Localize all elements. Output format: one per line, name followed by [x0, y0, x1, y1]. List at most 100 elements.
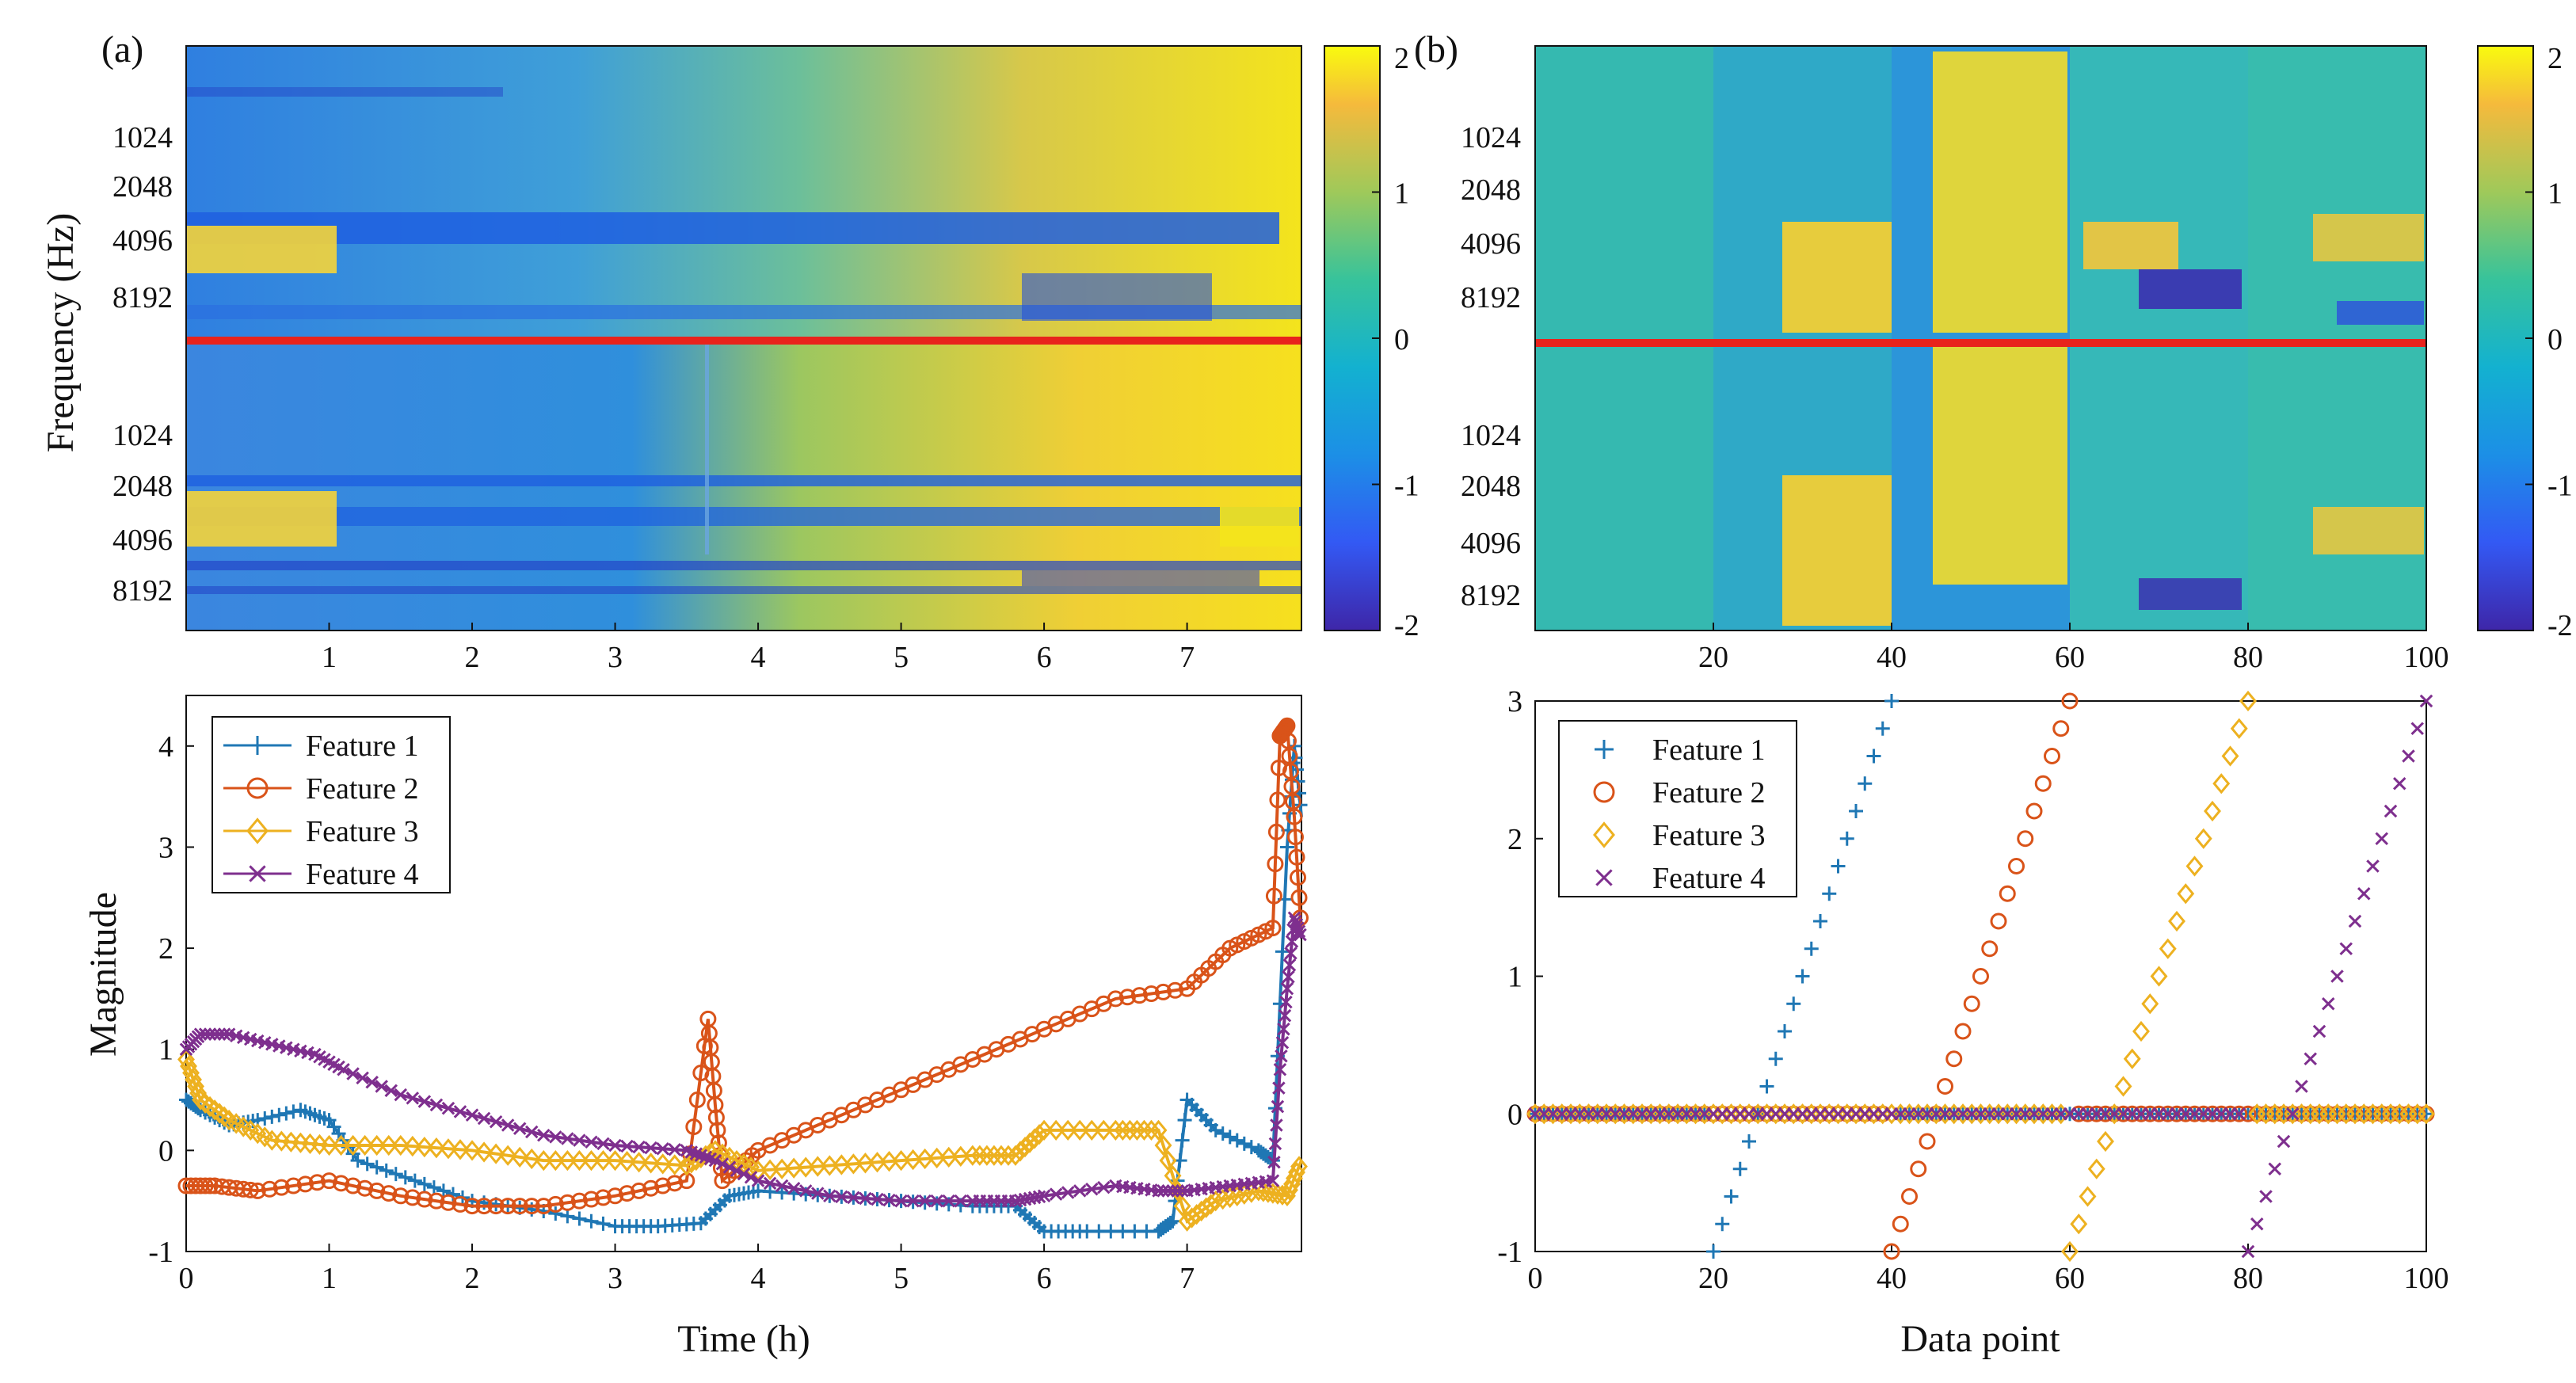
feature-a-point-1	[1139, 1224, 1154, 1239]
colorbar-tick-label: -1	[1394, 470, 1419, 503]
spectrogram-b-hot	[1782, 222, 1892, 333]
feature-a-point-4	[1284, 947, 1298, 960]
feature-a-point-2	[692, 1065, 710, 1082]
feature-a-point-2	[547, 1195, 564, 1213]
feature-b-point-2	[2079, 1105, 2096, 1122]
feature-a-point-4	[465, 1108, 479, 1122]
feature-a-point-1	[350, 1153, 365, 1168]
feature-a-point-2	[1290, 889, 1308, 906]
feature-a-point-3	[594, 1149, 612, 1172]
feature-a-point-1	[1103, 1224, 1118, 1239]
spectrogram-a-band	[186, 226, 337, 273]
feature-a-point-4	[384, 1084, 398, 1098]
spectrogram-b-cold	[2139, 269, 2242, 309]
feature-a-point-4	[1268, 1137, 1282, 1151]
spectrogram-a-band	[186, 212, 1279, 244]
feature-a-point-4	[198, 1027, 212, 1041]
legend-entry: Feature 3	[1652, 819, 1765, 852]
feature-a-point-4	[1282, 970, 1295, 984]
feature-b-point-4	[2241, 1244, 2255, 1259]
feature-a-point-3	[332, 1134, 350, 1156]
feature-b-point-3	[2230, 718, 2248, 739]
feature-b-point-1	[1831, 859, 1846, 874]
feature-a-point-3	[928, 1147, 946, 1169]
feature-a-point-4	[453, 1105, 467, 1118]
panel-a-label: (a)	[101, 29, 143, 70]
feature-a-point-3	[868, 1152, 886, 1173]
feature-a-point-1	[1175, 1133, 1190, 1148]
feature-a-point-3	[606, 1149, 624, 1172]
feature-a-point-4	[620, 1139, 634, 1153]
feature-a-point-4	[715, 1157, 730, 1171]
feature-a-point-4	[942, 1194, 956, 1208]
feature-a-point-3	[463, 1140, 481, 1161]
spectrogram-a-ylabel: Frequency (Hz)	[40, 213, 82, 453]
feature-a-point-2	[201, 1177, 219, 1194]
feature-a-point-4	[356, 1071, 369, 1085]
spectrogram-b-ytick-top: 1024	[1461, 121, 1521, 154]
feature-plot-a-xtick-label: 7	[1179, 1262, 1195, 1295]
feature-a-point-3	[809, 1156, 827, 1177]
feature-a-point-2	[428, 1192, 445, 1210]
spectrogram-b-ticks: 20 40 60 80 100 1024 2048 4096 8192 1024 2048 4096 8…	[1461, 121, 2449, 674]
feature-a-point-2	[1167, 981, 1184, 999]
feature-a-point-1	[1222, 1130, 1237, 1145]
legend-marker	[246, 777, 269, 799]
feature-a-point-3	[1047, 1119, 1065, 1141]
feature-a-point-3	[785, 1157, 803, 1179]
feature-a-point-3	[1206, 1191, 1225, 1212]
feature-a-point-2	[1264, 920, 1282, 937]
feature-b-point-3	[2194, 828, 2212, 849]
spectrogram-b	[1534, 45, 2427, 631]
feature-a-point-2	[607, 1187, 624, 1205]
feature-a-point-4	[882, 1193, 896, 1207]
feature-a-point-4	[744, 1171, 758, 1184]
feature-b-point-2	[2168, 1105, 2185, 1122]
feature-b-point-1	[1875, 721, 1890, 736]
feature-a-point-4	[835, 1190, 848, 1204]
feature-a-point-4	[561, 1132, 574, 1145]
feature-a-point-3	[1107, 1119, 1125, 1141]
feature-a-point-4	[441, 1101, 455, 1115]
feature-a-point-1	[369, 1160, 384, 1175]
feature-b-point-2	[2212, 1105, 2230, 1122]
feature-a-point-2	[654, 1177, 672, 1194]
feature-b-point-1	[1858, 776, 1873, 791]
feature-b-point-3	[2185, 855, 2204, 877]
feature-b-point-4	[2277, 1134, 2291, 1149]
feature-a-point-3	[475, 1141, 493, 1163]
feature-b-point-2	[2124, 1105, 2141, 1122]
legend-marker	[1595, 869, 1613, 886]
feature-a-point-3	[196, 1092, 215, 1114]
feature-a-point-3	[201, 1095, 219, 1118]
feature-b-point-2	[1990, 912, 2007, 930]
spectrogram-b-cold	[2337, 301, 2424, 325]
feature-a-point-3	[427, 1137, 445, 1159]
legend-entry: Feature 4	[1652, 862, 1765, 895]
feature-a-point-3	[1168, 1180, 1187, 1202]
feature-a-point-3	[1135, 1119, 1153, 1141]
feature-a-point-4	[708, 1153, 722, 1168]
feature-b-point-4	[2384, 804, 2398, 818]
spectrogram-a-ytick-bottom: 2048	[112, 470, 173, 503]
spectrogram-a-ticks: 1 2 3 4 5 6 7 1024 2048 4096 8192 1024 2048 4096 8192	[112, 121, 1195, 674]
feature-a-point-2	[284, 1177, 302, 1194]
feature-a-point-4	[477, 1111, 491, 1126]
feature-plot-a-ytick-label: 0	[158, 1134, 173, 1168]
feature-a-point-3	[452, 1139, 469, 1160]
feature-plot-b-xtick-label: 0	[1528, 1262, 1543, 1295]
feature-b-point-4	[2321, 996, 2335, 1011]
feature-b-point-2	[2025, 802, 2043, 820]
feature-b-point-2	[1963, 995, 1980, 1012]
feature-b-point-2	[2061, 692, 2079, 710]
feature-b-point-1	[1742, 1134, 1756, 1149]
feature-a-point-2	[416, 1191, 433, 1208]
feature-plot-a-ytick-label: 3	[158, 831, 173, 864]
feature-a-point-3	[1228, 1185, 1246, 1206]
feature-a-point-4	[1277, 1022, 1290, 1036]
feature-a-point-3	[654, 1153, 672, 1175]
feature-b-point-4	[2419, 694, 2433, 708]
feature-b-point-2	[2034, 775, 2052, 792]
feature-a-point-3	[211, 1103, 229, 1124]
feature-a-point-2	[392, 1187, 410, 1205]
